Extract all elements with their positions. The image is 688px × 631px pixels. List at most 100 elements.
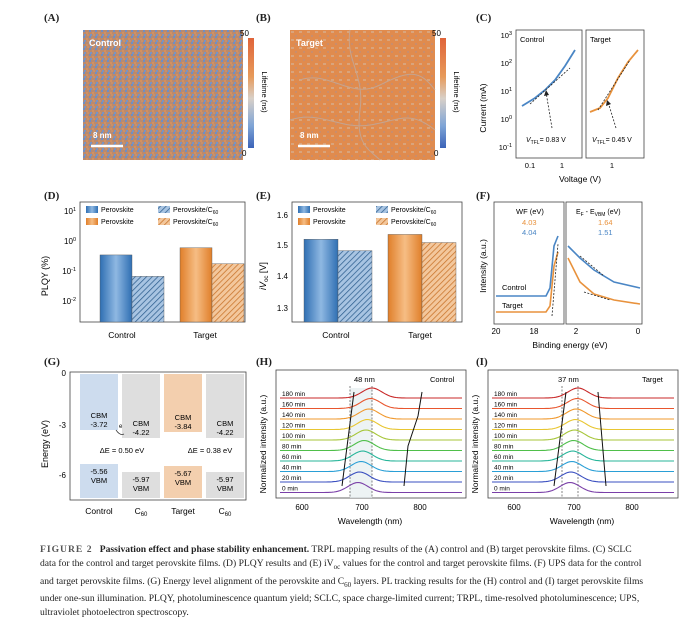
g-ctrl-cb-band [80,374,118,430]
svg-text:Perovskite/C60: Perovskite/C60 [391,207,436,216]
svg-text:10-1: 10-1 [62,267,76,276]
d-xlabels: Control Target [108,330,217,340]
svg-text:CBM: CBM [133,419,150,428]
g-c60b-vb-band [206,472,244,498]
panel-b-map: Target 8 nm [289,29,436,161]
pl-time-label: 100 min [494,433,518,440]
svg-text:18: 18 [530,327,539,336]
pl-curve-0-min [492,481,674,494]
panel-g-energy-diagram: Energy (eV) 0 -3 -6 CBM-3.72 CBM-4.22 CB… [40,369,247,518]
panel-a-map: Control 8 nm [83,30,243,160]
panel-i-pl-tracking: Normalized intensity (a.u.) 37 nm Target… [470,369,679,526]
pl-time-label: 80 min [494,444,514,451]
h-ylabel: Normalized intensity (a.u.) [258,394,268,493]
svg-text:20: 20 [492,327,501,336]
f-control-curve-right [567,245,641,289]
svg-text:VBM: VBM [175,478,191,487]
svg-text:CBM: CBM [91,411,108,420]
pl-curve-60-min [280,450,462,462]
svg-text:100: 100 [501,115,512,124]
svg-text:Target: Target [171,506,195,516]
pl-time-label: 100 min [282,433,306,440]
d-ylabel: PLQY (%) [40,256,50,296]
cbar-max: 50 [240,29,249,38]
map-label: Control [89,38,121,48]
c-right-curve [589,49,639,113]
pl-time-label: 20 min [494,475,514,482]
f-right-frame [565,201,643,325]
svg-text:-3.84: -3.84 [174,422,191,431]
svg-text:C60: C60 [219,506,232,518]
f-wf-target: 4.03 [522,218,537,227]
d-legend: Perovskite Perovskite/C60 Perovskite Per… [86,206,218,228]
pl-time-label: 140 min [282,412,306,419]
pl-curve-120-min [280,418,462,431]
f-left-frame [493,201,565,325]
e-bar-target-perovskite-c60 [421,242,457,323]
panel-b-colorbar: 50 0 Lifetime (ns) [432,29,461,158]
svg-text:101: 101 [501,87,512,96]
f-control-curve-left [496,235,559,297]
f-ef-target: 1.64 [598,218,613,227]
f-ef-title: EF - EVBM (eV) [576,209,621,218]
g-delta-e-target: ΔE = 0.38 eV [188,446,232,455]
svg-text:103: 103 [501,31,512,40]
panel-letter-d: (D) [44,190,60,202]
svg-text:CBM: CBM [217,419,234,428]
svg-text:1.5: 1.5 [277,241,289,250]
svg-text:1: 1 [610,161,614,170]
pl-time-label: 140 min [494,412,518,419]
h-title: Control [430,375,455,384]
pl-curve-80-min [280,439,462,452]
f-ylabel: Intensity (a.u.) [478,239,488,293]
pl-time-label: 0 min [494,486,510,493]
scale-bar-label: 8 nm [93,131,112,140]
e-bar-control-perovskite [303,239,339,323]
cbar-min: 0 [242,149,247,158]
g-ylabel: Energy (eV) [40,420,50,468]
pl-curve-160-min [492,397,674,410]
panel-letter-g: (G) [44,356,60,368]
svg-text:Perovskite/C60: Perovskite/C60 [173,219,218,228]
map-label: Target [296,38,323,48]
h-shift-label: 48 nm [354,375,375,384]
g-tgt-vb-band [164,466,202,498]
pl-curve-80-min [492,439,674,452]
svg-text:600: 600 [295,503,309,512]
svg-text:Perovskite/C60: Perovskite/C60 [173,207,218,216]
f-target-curve-right [567,257,641,305]
i-frame [487,369,679,499]
svg-text:Perovskite: Perovskite [101,219,134,226]
c-left-curve [521,49,576,107]
e-yticks: 1.6 1.5 1.4 1.3 [277,211,289,313]
figure-caption: FIGURE 2 Passivation effect and phase st… [40,544,644,619]
f-control-label: Control [502,283,527,292]
e-bar-target-perovskite [387,234,423,323]
svg-text:Perovskite/C60: Perovskite/C60 [391,219,436,228]
d-xlabel-target: Target [193,330,217,340]
svg-text:0.1: 0.1 [525,161,535,170]
g-c60a-cb-band [122,374,160,438]
svg-text:700: 700 [355,503,369,512]
svg-text:10-1: 10-1 [499,143,512,152]
pl-time-label: 180 min [494,391,518,398]
f-wf-title: WF (eV) [516,207,544,216]
pl-time-label: 120 min [494,423,518,430]
svg-text:VBM: VBM [133,484,149,493]
svg-text:C60: C60 [135,506,148,518]
cbar-min: 0 [434,149,439,158]
svg-text:0: 0 [62,369,67,378]
pl-curve-140-min [280,408,462,420]
e-xlabel-control: Control [322,330,350,340]
svg-text:100: 100 [64,237,76,246]
pl-time-label: 120 min [282,423,306,430]
panel-letter-c: (C) [476,12,492,24]
c-right-title: Target [590,35,612,44]
f-xlabel: Binding energy (eV) [532,340,607,350]
g-electron-label: e [119,424,123,430]
panel-f-ups: Intensity (a.u.) WF (eV) 4.03 4.04 EF - … [478,201,643,350]
svg-text:600: 600 [507,503,521,512]
svg-text:-5.67: -5.67 [174,469,191,478]
c-left-frame [515,29,583,159]
svg-text:2: 2 [574,327,579,336]
